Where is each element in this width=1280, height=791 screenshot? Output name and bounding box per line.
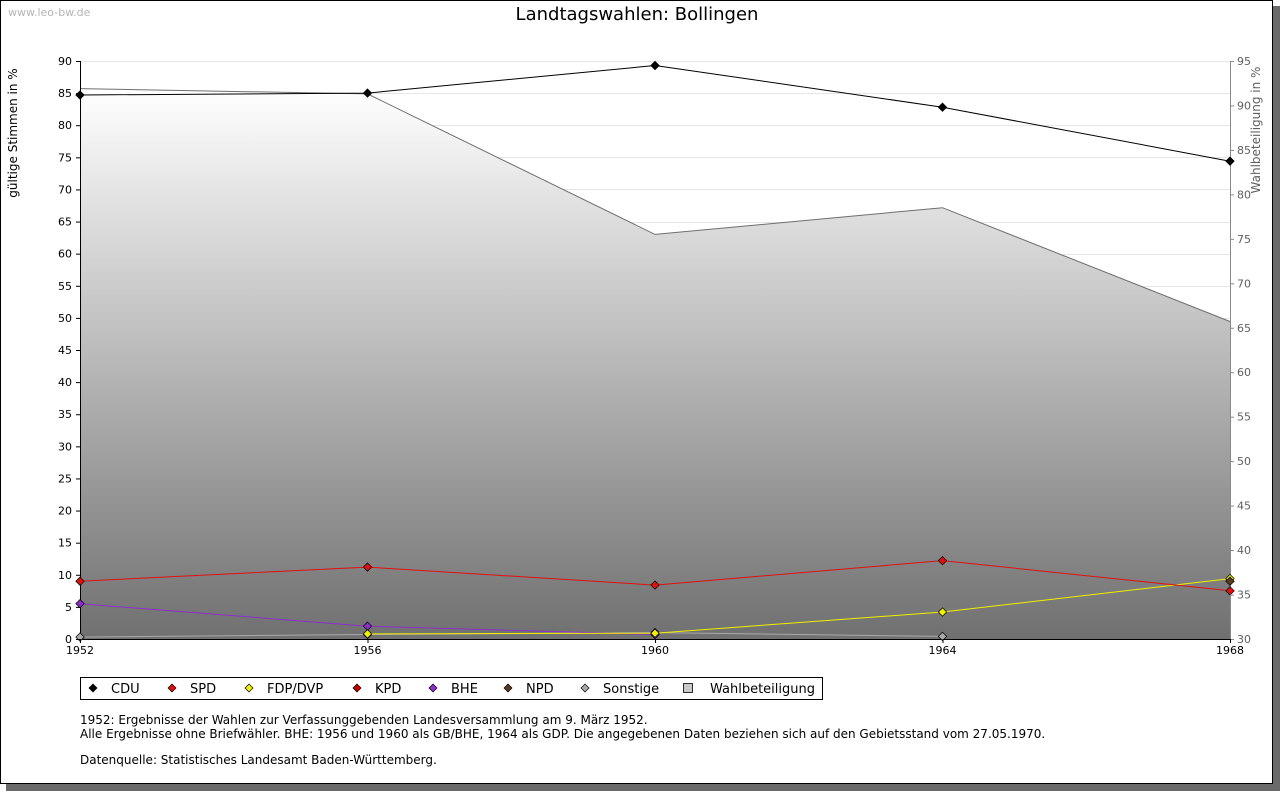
- y-tick-label: 85: [58, 87, 72, 100]
- legend-box: [80, 677, 823, 700]
- note-line-2: Alle Ergebnisse ohne Briefwähler. BHE: 1…: [80, 727, 1045, 741]
- note-line-1: 1952: Ergebnisse der Wahlen zur Verfassu…: [80, 713, 648, 727]
- legend-marker: [167, 683, 177, 693]
- turnout-area: [80, 88, 1230, 640]
- legend-marker: [503, 683, 513, 693]
- y-tick-label: 80: [58, 119, 72, 132]
- data-point: [650, 580, 660, 590]
- y2-tick-label: 50: [1237, 455, 1251, 468]
- legend-label: FDP/DVP: [267, 682, 323, 697]
- y-tick-label: 20: [58, 505, 72, 518]
- watermark: www.leo-bw.de: [8, 6, 91, 19]
- data-point: [362, 629, 373, 639]
- y2-axis-label: Wahlbeteiligung in %: [1249, 67, 1263, 194]
- y2-tick-label: 95: [1237, 55, 1251, 68]
- legend-item: NPD: [503, 682, 554, 697]
- y-tick-label: 65: [58, 216, 72, 229]
- x-tick-label: 1952: [66, 644, 94, 657]
- legend-item: Wahlbeteiligung: [683, 682, 815, 697]
- turnout-line: [79, 88, 1231, 322]
- y-tick-label: 90: [58, 55, 72, 68]
- series-line: [367, 578, 1231, 635]
- legend-label: BHE: [451, 682, 478, 697]
- data-point: [650, 628, 660, 638]
- data-point: [937, 555, 948, 566]
- legend-label: CDU: [111, 682, 140, 697]
- legend-marker: [428, 683, 438, 693]
- y-axis-label: gültige Stimmen in %: [6, 68, 20, 197]
- tick-labels: 0 5 10 15 20 25 30 35 40 45 50 55 60 65 70 75 80 85 90 30 35…: [58, 55, 1251, 657]
- legend-marker: [580, 683, 590, 693]
- y2-tick-label: 60: [1237, 366, 1251, 379]
- legend-item: BHE: [428, 682, 478, 697]
- data-point: [362, 562, 373, 572]
- data-point: [650, 60, 660, 71]
- legend-label: Wahlbeteiligung: [710, 682, 815, 697]
- series-cdu: [75, 60, 1235, 166]
- x-tick-label: 1956: [354, 644, 382, 657]
- legend-label: KPD: [375, 682, 401, 697]
- legend-marker: [244, 683, 254, 693]
- y-tick-label: 30: [58, 440, 72, 453]
- series-npd: [1225, 576, 1235, 586]
- y-tick-label: 25: [58, 472, 72, 485]
- y2-tick-label: 65: [1237, 322, 1251, 335]
- y-tick-label: 70: [58, 183, 72, 196]
- note-source: Datenquelle: Statistisches Landesamt Bad…: [80, 753, 437, 767]
- legend-item: FDP/DVP: [244, 682, 323, 697]
- y2-tick-label: 70: [1237, 277, 1251, 290]
- legend: CDU SPD FDP/DVP KPD BHE NPD Sonstige Wahlbeteil…: [88, 682, 815, 697]
- y2-tick-label: 35: [1237, 589, 1251, 602]
- x-tick-label: 1964: [929, 644, 957, 657]
- legend-label: NPD: [526, 682, 554, 697]
- y2-tick-label: 80: [1237, 188, 1251, 201]
- series-bhe: [75, 598, 660, 640]
- y2-tick-label: 75: [1237, 233, 1251, 246]
- y-tick-label: 0: [65, 633, 72, 646]
- y-tick-label: 60: [58, 248, 72, 261]
- y-tick-label: 40: [58, 376, 72, 389]
- y-tick-label: 45: [58, 344, 72, 357]
- chart-title: Landtagswahlen: Bollingen: [516, 4, 759, 25]
- y-tick-label: 15: [58, 537, 72, 550]
- legend-marker: [683, 683, 693, 693]
- data-point: [937, 607, 948, 617]
- y2-tick-label: 90: [1237, 99, 1251, 112]
- legend-marker: [88, 683, 98, 693]
- data-point: [1225, 576, 1235, 586]
- y2-tick-label: 30: [1237, 633, 1251, 646]
- y-tick-label: 5: [65, 601, 72, 614]
- data-point: [1225, 156, 1235, 166]
- y-tick-label: 10: [58, 569, 72, 582]
- legend-item: Sonstige: [580, 682, 659, 697]
- y2-tick-label: 40: [1237, 544, 1251, 557]
- data-point: [362, 88, 373, 98]
- y-tick-label: 75: [58, 151, 72, 164]
- x-tick-label: 1960: [641, 644, 669, 657]
- x-tick-label: 1968: [1216, 644, 1244, 657]
- legend-item: KPD: [352, 682, 401, 697]
- legend-marker: [352, 683, 362, 693]
- y-tick-label: 55: [58, 280, 72, 293]
- y2-tick-label: 45: [1237, 500, 1251, 513]
- data-point: [75, 576, 85, 586]
- y2-tick-label: 55: [1237, 411, 1251, 424]
- series: [75, 60, 1235, 642]
- y-tick-label: 35: [58, 408, 72, 421]
- legend-label: SPD: [190, 682, 216, 697]
- legend-label: Sonstige: [603, 682, 659, 697]
- legend-item: CDU: [88, 682, 140, 697]
- data-point: [937, 102, 948, 112]
- y-tick-label: 50: [58, 312, 72, 325]
- legend-item: SPD: [167, 682, 216, 697]
- y2-tick-label: 85: [1237, 144, 1251, 157]
